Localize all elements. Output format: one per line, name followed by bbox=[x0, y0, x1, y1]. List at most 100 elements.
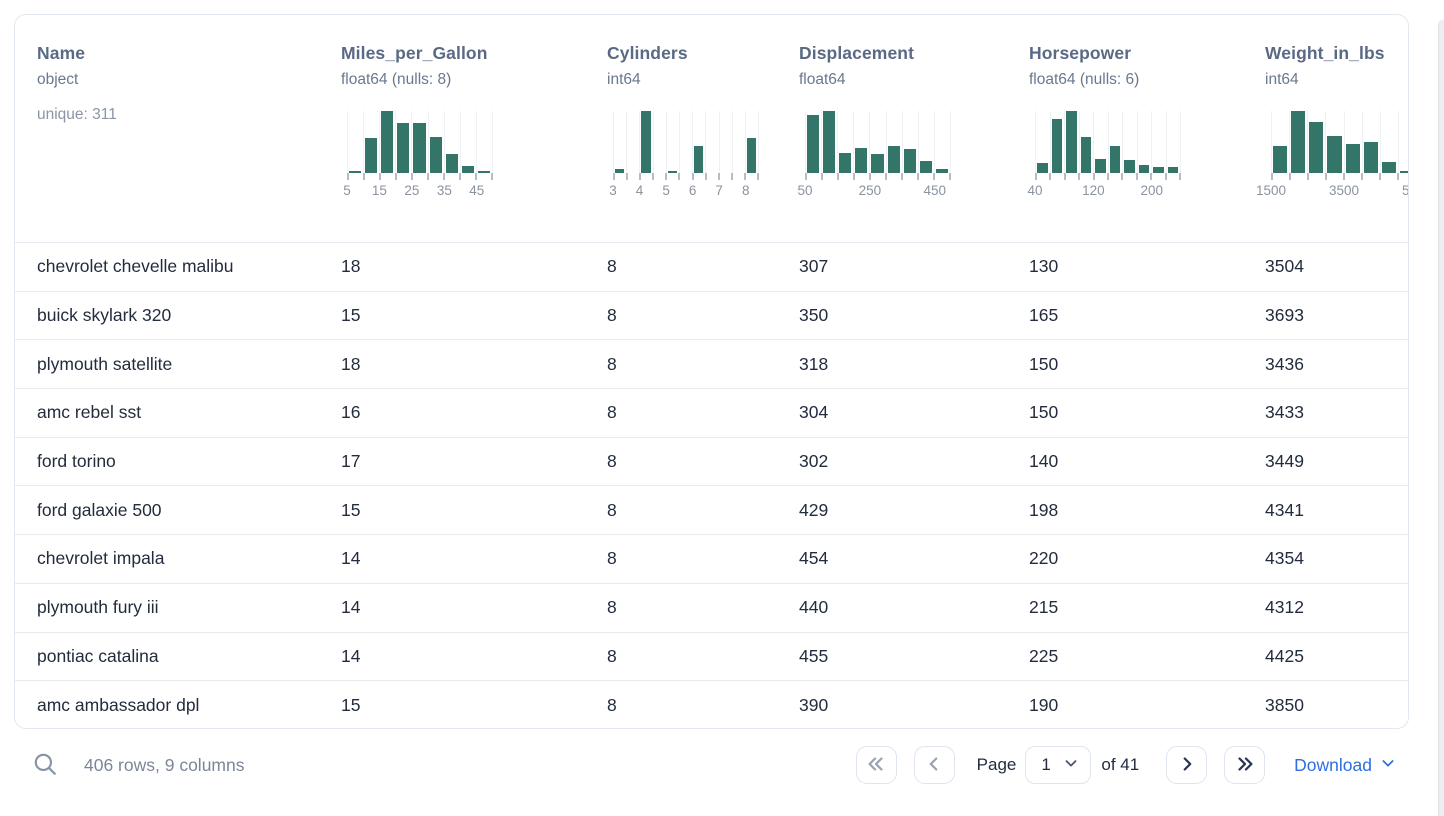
histogram-axis-labels: 40 120 200 bbox=[1027, 183, 1181, 200]
histogram-axis-labels: 50 250 450 bbox=[797, 183, 951, 200]
table-row: plymouth fury iii 14 8 440 215 4312 bbox=[15, 584, 1408, 633]
column-title: Name bbox=[37, 43, 86, 63]
histogram-bar bbox=[1109, 145, 1120, 173]
axis-tick-label: 4 bbox=[635, 183, 644, 198]
pagination-controls: Page 1 of 41 Downloa bbox=[855, 746, 1396, 784]
page-select[interactable]: 1 bbox=[1025, 746, 1092, 784]
histogram-bin bbox=[445, 111, 461, 173]
column-header-name[interactable]: Name object unique: 311 bbox=[15, 15, 319, 242]
prev-page-button[interactable] bbox=[913, 746, 955, 784]
histogram-bin bbox=[854, 111, 871, 173]
histogram-bar bbox=[1153, 166, 1164, 173]
histogram-axis-ticks bbox=[613, 173, 759, 180]
axis-tick-label: 3 bbox=[609, 183, 617, 198]
table-cell: 15 bbox=[341, 695, 361, 716]
column-histogram[interactable]: 50 250 450 bbox=[797, 111, 951, 200]
histogram-bin bbox=[706, 111, 720, 173]
histogram-bin bbox=[364, 111, 381, 173]
histogram-plot bbox=[805, 111, 951, 173]
axis-tick bbox=[626, 173, 639, 180]
table-row: ford torino 17 8 302 140 3449 bbox=[15, 438, 1408, 487]
table-cell: 350 bbox=[799, 305, 829, 326]
table-cell: 302 bbox=[799, 451, 829, 472]
column-header-weight_in_lbs[interactable]: Weight_in_lbs int64 1500 3500 5500 bbox=[1243, 15, 1408, 242]
histogram-bar bbox=[871, 154, 884, 173]
histogram-bar bbox=[477, 171, 490, 173]
histogram-bar bbox=[746, 138, 757, 173]
column-dtype: float64 (nulls: 6) bbox=[1029, 71, 1140, 88]
column-histogram[interactable]: 1500 3500 5500 bbox=[1256, 111, 1408, 200]
histogram-bin bbox=[1065, 111, 1080, 173]
table-cell: 8 bbox=[607, 353, 617, 374]
histogram-bar bbox=[461, 165, 474, 173]
histogram-axis-labels: 5 15 25 35 45 bbox=[343, 183, 493, 200]
histogram-bin bbox=[1381, 111, 1399, 173]
axis-tick-label: 25 bbox=[404, 183, 420, 198]
table-cell: 150 bbox=[1029, 353, 1059, 374]
histogram-bin bbox=[1051, 111, 1065, 173]
axis-tick bbox=[1361, 173, 1379, 180]
histogram-bar bbox=[807, 115, 820, 173]
histogram-axis-ticks bbox=[805, 173, 951, 180]
histogram-bar bbox=[1381, 162, 1396, 173]
chevron-left-icon bbox=[923, 753, 945, 778]
histogram-bar bbox=[641, 111, 651, 173]
next-page-button[interactable] bbox=[1166, 746, 1208, 784]
column-histogram[interactable]: 5 15 25 35 45 bbox=[343, 111, 493, 200]
column-histogram[interactable]: 40 120 200 bbox=[1027, 111, 1181, 200]
column-unique-count: unique: 311 bbox=[37, 106, 117, 123]
histogram-bin bbox=[1035, 111, 1051, 173]
table-body: chevrolet chevelle malibu 18 8 307 130 3504 bu… bbox=[15, 243, 1408, 728]
histogram-bin bbox=[1152, 111, 1167, 173]
table-row: chevrolet chevelle malibu 18 8 307 130 3504 bbox=[15, 243, 1408, 292]
search-button[interactable] bbox=[32, 751, 58, 780]
first-page-button[interactable] bbox=[855, 746, 897, 784]
column-dtype: int64 bbox=[1265, 71, 1299, 88]
table-cell: 15 bbox=[341, 499, 361, 520]
histogram-bin bbox=[613, 111, 628, 173]
axis-tick bbox=[1049, 173, 1063, 180]
column-dtype: float64 bbox=[799, 71, 846, 88]
column-header-miles_per_gallon[interactable]: Miles_per_Gallon float64 (nulls: 8) 5 15 25 3… bbox=[319, 15, 585, 242]
histogram-plot bbox=[1035, 111, 1181, 173]
histogram-axis-ticks bbox=[1271, 173, 1408, 180]
column-histogram[interactable]: 3 4 5 6 7 8 bbox=[609, 111, 760, 200]
table-cell: 429 bbox=[799, 499, 829, 520]
table-cell: 8 bbox=[607, 548, 617, 569]
table-cell: 318 bbox=[799, 353, 829, 374]
column-dtype: object bbox=[37, 71, 79, 88]
axis-tick-label: 6 bbox=[688, 183, 697, 198]
table-cell: 3504 bbox=[1265, 256, 1304, 277]
table-cell: amc rebel sst bbox=[37, 402, 142, 423]
histogram-plot bbox=[613, 111, 760, 173]
column-title: Cylinders bbox=[607, 43, 688, 63]
histogram-axis-ticks bbox=[1035, 173, 1181, 180]
table-cell: 8 bbox=[607, 256, 617, 277]
histogram-bin bbox=[1363, 111, 1381, 173]
axis-tick bbox=[1289, 173, 1307, 180]
axis-tick bbox=[1121, 173, 1135, 180]
histogram-bin bbox=[720, 111, 733, 173]
axis-tick bbox=[395, 173, 411, 180]
adjacent-panel-edge bbox=[1438, 20, 1444, 816]
column-header-displacement[interactable]: Displacement float64 50 250 450 bbox=[777, 15, 1007, 242]
table-cell: 165 bbox=[1029, 305, 1059, 326]
table-cell: 14 bbox=[341, 645, 361, 666]
table-cell: 304 bbox=[799, 402, 829, 423]
download-button[interactable]: Download bbox=[1294, 755, 1396, 776]
column-header-horsepower[interactable]: Horsepower float64 (nulls: 6) 40 120 200 bbox=[1007, 15, 1243, 242]
histogram-bin bbox=[412, 111, 429, 173]
axis-tick bbox=[743, 173, 757, 180]
table-cell: 130 bbox=[1029, 256, 1059, 277]
histogram-bar bbox=[823, 111, 836, 173]
histogram-bin bbox=[1271, 111, 1291, 173]
table-row: amc ambassador dpl 15 8 390 190 3850 bbox=[15, 681, 1408, 728]
axis-tick bbox=[1150, 173, 1164, 180]
axis-tick bbox=[1135, 173, 1150, 180]
axis-tick bbox=[652, 173, 665, 180]
last-page-button[interactable] bbox=[1224, 746, 1266, 784]
table-cell: 3433 bbox=[1265, 402, 1304, 423]
table-cell: 140 bbox=[1029, 451, 1059, 472]
column-header-cylinders[interactable]: Cylinders int64 3 4 5 6 7 8 bbox=[585, 15, 777, 242]
axis-tick bbox=[1397, 173, 1408, 180]
